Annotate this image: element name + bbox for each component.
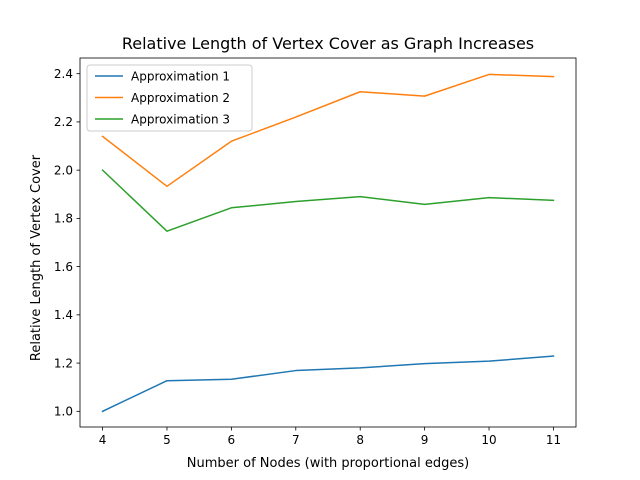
x-tick-label: 5 <box>163 433 171 447</box>
y-tick-label: 2.4 <box>54 67 73 81</box>
series-line-2 <box>101 73 555 188</box>
axes-frame <box>79 57 577 428</box>
legend-label-2: Approximation 2 <box>131 91 230 105</box>
x-tick-label: 6 <box>228 433 236 447</box>
x-tick-label: 7 <box>292 433 300 447</box>
x-tick-label: 10 <box>481 433 496 447</box>
series-line-1 <box>101 355 555 413</box>
chart-title: Relative Length of Vertex Cover as Graph… <box>122 34 534 53</box>
legend-label-3: Approximation 3 <box>131 113 230 127</box>
plot-area: 4 5 6 7 8 9 10 11 1.0 1.2 1.4 1.6 1.8 2.0 2.2 2.4 Approx… <box>54 57 577 447</box>
x-axis-label: Number of Nodes (with proportional edges… <box>187 456 469 471</box>
legend-box <box>86 64 253 132</box>
y-tick-label: 1.6 <box>54 260 73 274</box>
x-tick-label: 4 <box>99 433 107 447</box>
y-tick-label: 2.2 <box>54 115 73 129</box>
x-tick-label: 11 <box>546 433 561 447</box>
x-tick-label: 9 <box>421 433 429 447</box>
y-axis-label: Relative Length of Vertex Cover <box>29 154 44 361</box>
y-tick-label: 1.4 <box>54 308 73 322</box>
y-tick-label: 2.0 <box>54 163 73 177</box>
y-tick-label: 1.2 <box>54 356 73 370</box>
legend-label-1: Approximation 1 <box>131 70 230 84</box>
y-tick-label: 1.8 <box>54 212 73 226</box>
y-tick-label: 1.0 <box>54 405 73 419</box>
series-line-3 <box>101 169 555 232</box>
x-tick-label: 8 <box>356 433 364 447</box>
